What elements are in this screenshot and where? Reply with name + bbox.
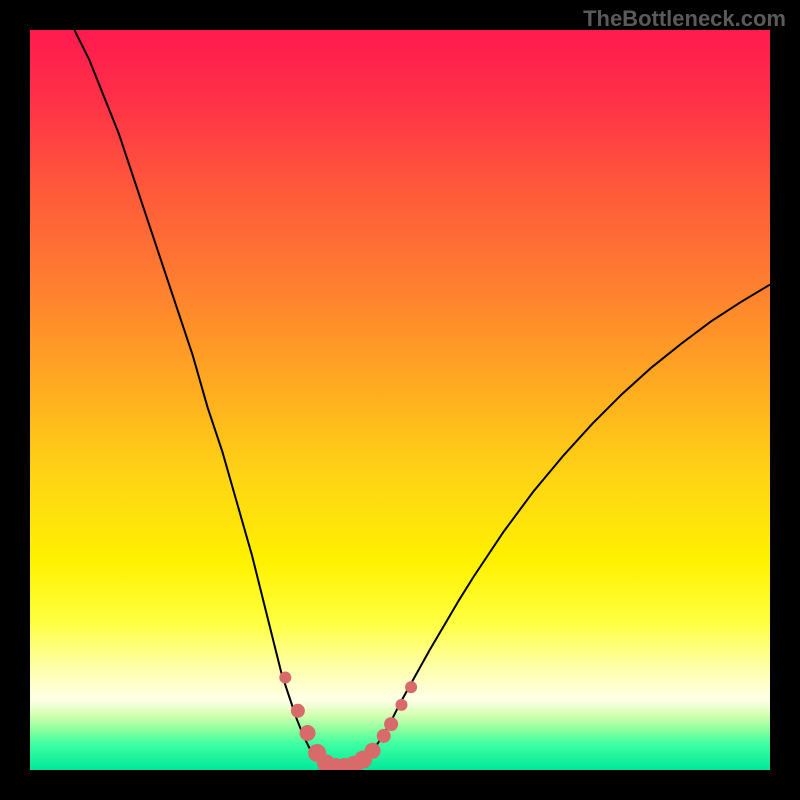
gradient-background <box>30 30 770 770</box>
data-marker <box>395 699 407 711</box>
bottleneck-chart <box>30 30 770 770</box>
data-marker <box>279 672 291 684</box>
data-marker <box>365 743 381 759</box>
data-marker <box>291 704 305 718</box>
watermark-text: TheBottleneck.com <box>583 6 786 32</box>
data-marker <box>405 681 417 693</box>
data-marker <box>384 717 398 731</box>
data-marker <box>377 729 391 743</box>
data-marker <box>300 725 316 741</box>
